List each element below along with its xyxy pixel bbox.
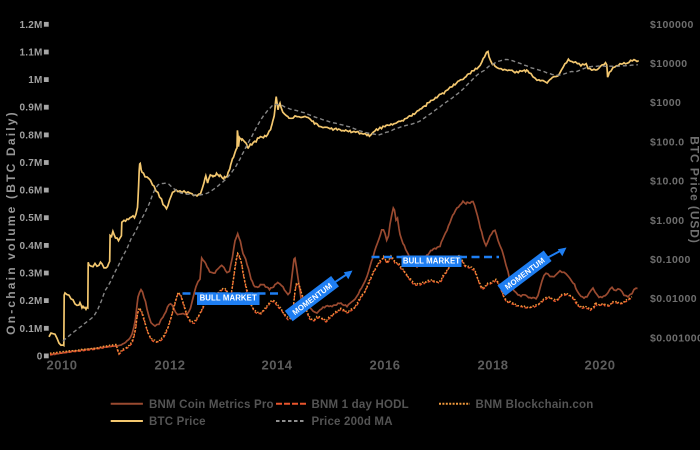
- svg-text:0.3M: 0.3M: [19, 269, 42, 280]
- svg-text:0: 0: [37, 351, 43, 362]
- svg-text:1.1M: 1.1M: [19, 48, 42, 59]
- svg-text:2018: 2018: [478, 358, 509, 373]
- svg-text:0.4M: 0.4M: [19, 241, 42, 252]
- svg-text:2010: 2010: [47, 358, 78, 373]
- svg-text:2012: 2012: [155, 358, 186, 373]
- svg-text:2016: 2016: [370, 358, 401, 373]
- svg-text:0.7M: 0.7M: [19, 158, 42, 169]
- svg-text:0.5M: 0.5M: [19, 213, 42, 224]
- svg-text:$100000: $100000: [650, 19, 694, 31]
- svg-text:0.6M: 0.6M: [19, 186, 42, 197]
- svg-text:2020: 2020: [585, 358, 616, 373]
- svg-text:0.8M: 0.8M: [19, 130, 42, 141]
- svg-text:On-chain volume (BTC Daily): On-chain volume (BTC Daily): [4, 110, 18, 335]
- svg-text:BULL MARKET: BULL MARKET: [403, 257, 460, 266]
- svg-text:0.1M: 0.1M: [19, 324, 42, 335]
- svg-text:BTC Price: BTC Price: [149, 416, 206, 428]
- svg-text:BNM Blockchain.con: BNM Blockchain.con: [476, 399, 594, 411]
- svg-text:0.2M: 0.2M: [19, 296, 42, 307]
- svg-text:BTC Price (USD): BTC Price (USD): [688, 136, 700, 244]
- svg-text:1M: 1M: [28, 75, 42, 86]
- svg-text:0.9M: 0.9M: [19, 103, 42, 114]
- svg-text:Price 200d MA: Price 200d MA: [312, 416, 393, 428]
- svg-text:$0.1000: $0.1000: [650, 254, 691, 266]
- svg-text:BNM Coin Metrics Pro: BNM Coin Metrics Pro: [149, 399, 274, 411]
- svg-text:$1000: $1000: [650, 97, 681, 109]
- svg-text:$0.001000: $0.001000: [650, 332, 700, 344]
- svg-text:$10.00: $10.00: [650, 176, 685, 188]
- svg-text:$10000: $10000: [650, 58, 687, 70]
- svg-text:2014: 2014: [262, 358, 293, 373]
- svg-text:BNM 1 day HODL: BNM 1 day HODL: [312, 399, 409, 411]
- svg-text:$1.000: $1.000: [650, 215, 685, 227]
- svg-text:$0.01000: $0.01000: [650, 293, 697, 305]
- svg-text:1.2M: 1.2M: [19, 20, 42, 31]
- svg-text:$100.0: $100.0: [650, 136, 685, 148]
- svg-text:BULL MARKET: BULL MARKET: [200, 294, 257, 303]
